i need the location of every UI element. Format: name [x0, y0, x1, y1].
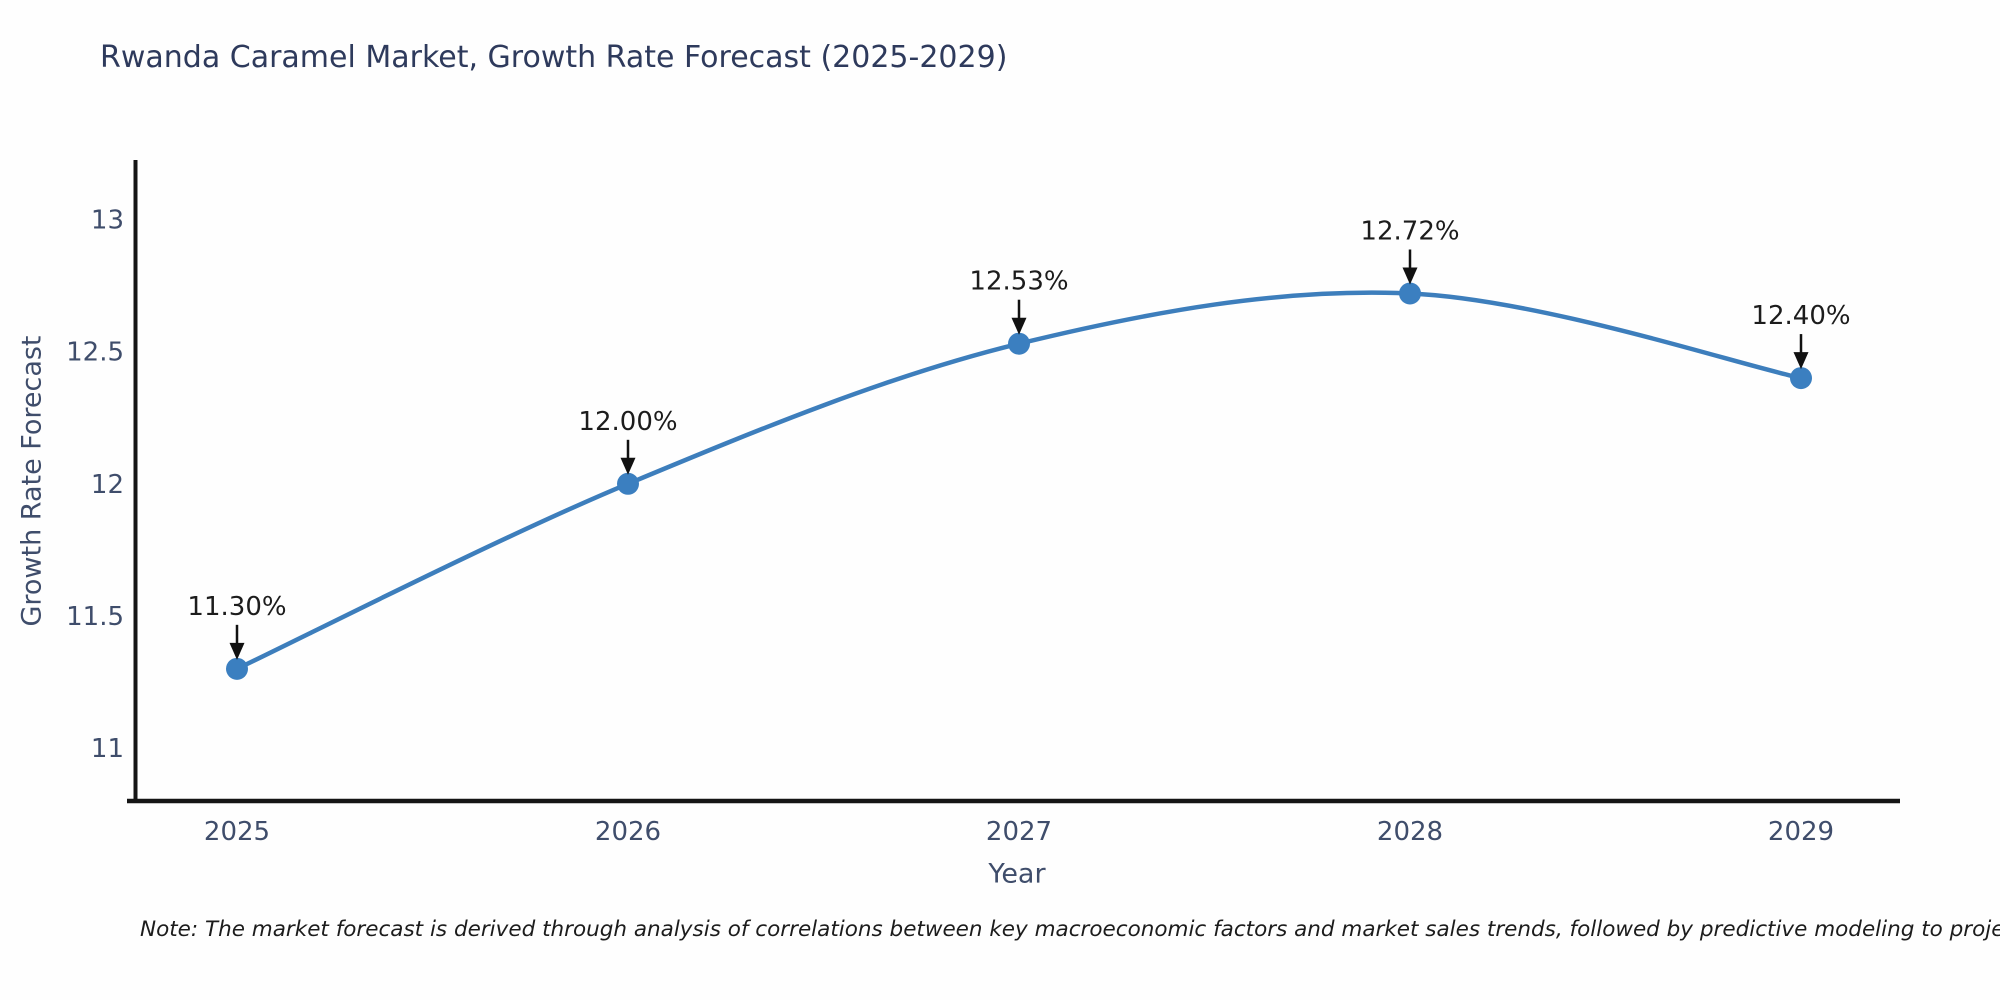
data-point-marker: [226, 657, 248, 680]
point-annotation-label: 12.53%: [969, 267, 1068, 297]
annotation-arrow-head: [1793, 352, 1809, 370]
chart-title: Rwanda Caramel Market, Growth Rate Forec…: [100, 40, 1008, 75]
annotation-arrow-head: [1402, 267, 1418, 285]
annotation-arrow-head: [1011, 317, 1027, 335]
data-point-marker: [1008, 332, 1030, 355]
y-tick-label: 12: [91, 470, 124, 500]
data-point-marker: [617, 472, 639, 495]
y-tick-label: 11: [91, 734, 124, 764]
data-point-marker: [1790, 367, 1812, 390]
x-tick-label: 2029: [1768, 817, 1834, 847]
point-annotation-label: 11.30%: [187, 592, 286, 622]
y-tick-label: 11.5: [66, 602, 124, 632]
x-tick-label: 2025: [204, 817, 270, 847]
y-tick-label: 12.5: [66, 338, 124, 368]
point-annotation-label: 12.72%: [1360, 216, 1459, 246]
chart-footnote: Note: The market forecast is derived thr…: [140, 917, 2000, 942]
x-tick-label: 2028: [1377, 817, 1443, 847]
x-tick-label: 2026: [595, 817, 661, 847]
point-annotation-label: 12.40%: [1751, 301, 1850, 331]
point-annotation-label: 12.00%: [578, 407, 677, 437]
x-tick-label: 2027: [986, 817, 1052, 847]
y-axis-title: Growth Rate Forecast: [16, 335, 48, 627]
x-axis-title: Year: [988, 858, 1046, 890]
annotation-arrow-head: [229, 642, 245, 660]
data-point-marker: [1399, 282, 1421, 305]
y-tick-label: 13: [91, 205, 124, 235]
annotation-arrow-head: [620, 457, 636, 475]
